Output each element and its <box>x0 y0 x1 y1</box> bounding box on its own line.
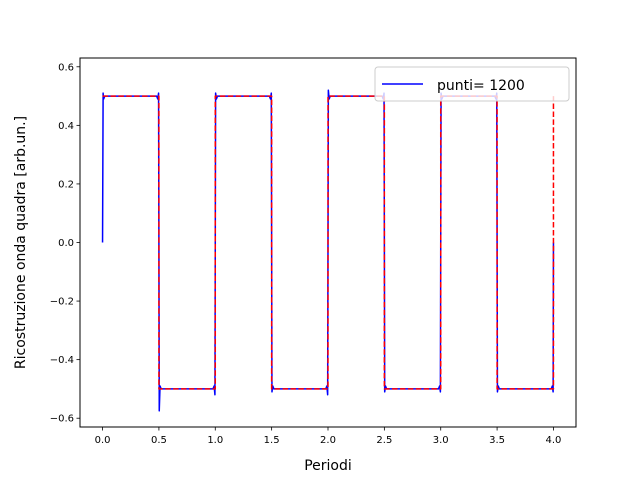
x-tick-label: 4.0 <box>546 435 562 446</box>
x-tick-label: 1.5 <box>264 435 280 446</box>
y-axis: −0.6 −0.4 −0.2 0.0 0.2 0.4 0.6 <box>50 62 80 425</box>
x-tick-label: 1.0 <box>207 435 223 446</box>
x-tick-label: 2.0 <box>320 435 336 446</box>
y-tick-label: −0.2 <box>50 297 74 308</box>
y-tick-label: −0.6 <box>50 414 74 425</box>
legend: punti= 1200 <box>374 66 570 102</box>
x-axis: 0.0 0.5 1.0 1.5 2.0 2.5 3.0 3.5 4.0 <box>95 427 562 446</box>
y-tick-label: 0.4 <box>58 121 74 132</box>
y-tick-label: 0.6 <box>58 62 74 73</box>
y-tick-label: 0.2 <box>58 179 74 190</box>
x-tick-label: 3.0 <box>433 435 449 446</box>
x-axis-title: Periodi <box>304 458 352 474</box>
x-tick-label: 0.5 <box>151 435 167 446</box>
x-tick-label: 2.5 <box>376 435 392 446</box>
y-axis-title: Ricostruzione onda quadra [arb.un.] <box>13 116 29 369</box>
legend-box <box>374 66 570 102</box>
y-tick-label: −0.4 <box>50 355 74 366</box>
y-tick-label: 0.0 <box>58 238 74 249</box>
legend-label: punti= 1200 <box>437 78 525 94</box>
x-tick-label: 0.0 <box>95 435 111 446</box>
x-tick-label: 3.5 <box>489 435 505 446</box>
